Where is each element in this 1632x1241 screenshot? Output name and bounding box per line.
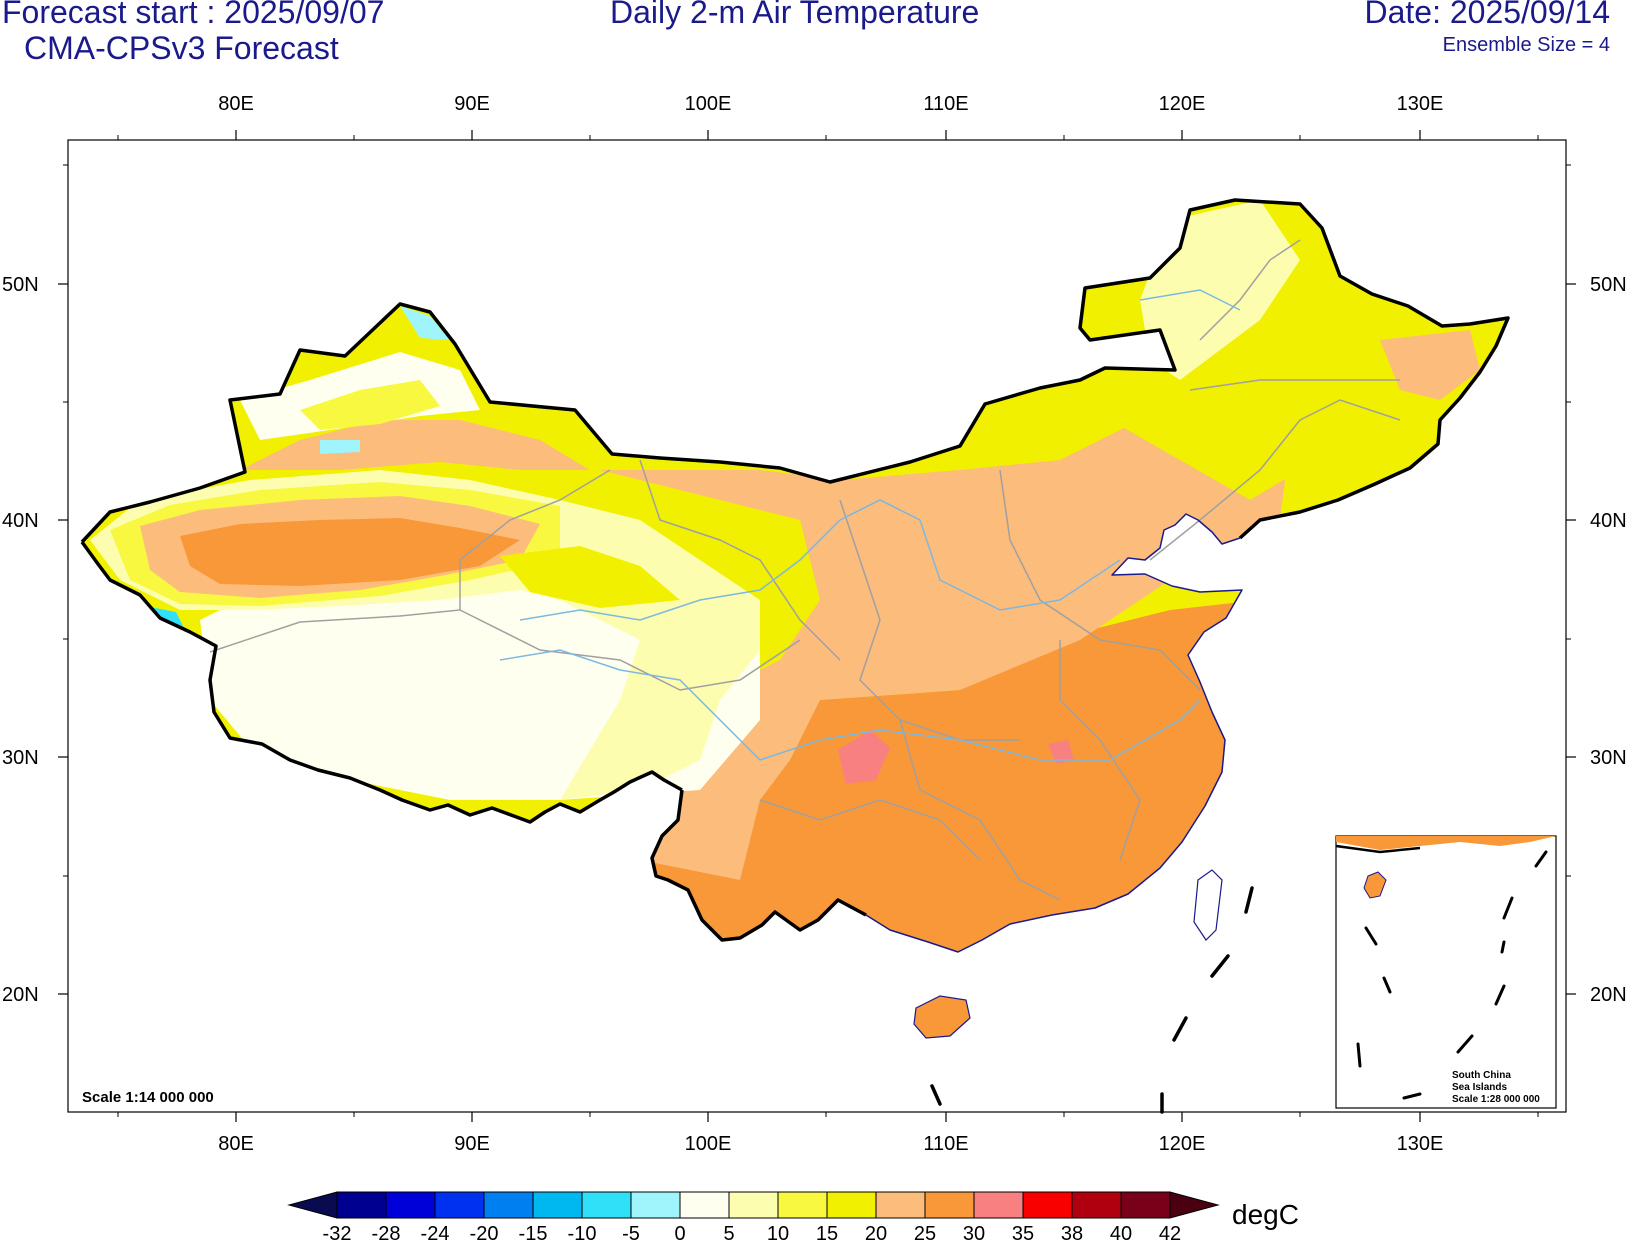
colorbar: -32 -28 -24 -20 -15 -10 -5 0 5 10 15 20 25 30 35 38 40 42 [287, 1191, 1220, 1241]
colorbar-label: -32 [323, 1223, 352, 1241]
lon-label-top: 100E [685, 93, 732, 115]
model-label: CMA-CPSv3 Forecast [24, 30, 339, 66]
colorbar-label: -28 [372, 1223, 401, 1241]
map-frame [67, 139, 1567, 1113]
colorbar-label: 15 [816, 1223, 838, 1241]
colorbar-swatch [679, 1191, 730, 1219]
colorbar-swatch [532, 1191, 583, 1219]
coastline [865, 513, 1243, 953]
inset-scale: Scale 1:28 000 000 [1452, 1094, 1540, 1105]
colorbar-label: 42 [1159, 1223, 1181, 1241]
colorbar-label: -5 [622, 1223, 640, 1241]
colorbar-label: 20 [865, 1223, 887, 1241]
national-boundary-south [650, 789, 867, 942]
ensemble-size-label: Ensemble Size = 4 [1442, 34, 1610, 56]
colorbar-label: -24 [421, 1223, 450, 1241]
colorbar-over-triangle [1169, 1191, 1220, 1219]
colorbar-label: 0 [674, 1223, 685, 1241]
rivers [499, 289, 1241, 761]
axis-ticks [58, 130, 1576, 1122]
lat-label-right: 30N [1590, 747, 1627, 769]
colorbar-swatch [728, 1191, 779, 1219]
colorbar-under-triangle [287, 1191, 338, 1219]
lon-label-top: 110E [923, 93, 968, 115]
lat-label-right: 40N [1590, 510, 1627, 532]
nine-dash-line [930, 886, 1254, 1114]
colorbar-swatch [875, 1191, 926, 1219]
lon-label-top: 130E [1397, 93, 1444, 115]
colorbar-label: 40 [1110, 1223, 1132, 1241]
national-boundary-north [80, 198, 1510, 544]
taiwan-outline [1193, 869, 1223, 941]
colorbar-swatch [336, 1191, 387, 1219]
lon-label-bottom: 120E [1159, 1133, 1206, 1155]
colorbar-label: -20 [470, 1223, 499, 1241]
colorbar-label: 5 [723, 1223, 734, 1241]
colorbar-swatch [434, 1191, 485, 1219]
colorbar-swatch [630, 1191, 681, 1219]
axis-labels: 80E 80E 90E 90E 100E 100E 110E 110E 120E 120E 130E… [2, 93, 1627, 1155]
inset-title-line1: South China [1452, 1070, 1511, 1081]
temperature-field [82, 200, 1508, 952]
colorbar-label: 30 [963, 1223, 985, 1241]
colorbar-swatch [973, 1191, 1024, 1219]
lon-label-bottom: 80E [218, 1133, 254, 1155]
lat-label-right: 20N [1590, 984, 1627, 1006]
national-boundary-southwest [80, 540, 683, 824]
colorbar-swatch [924, 1191, 975, 1219]
map-title: Daily 2-m Air Temperature [610, 0, 980, 30]
lat-label-left: 50N [2, 274, 39, 296]
lon-label-top: 120E [1159, 93, 1206, 115]
hainan-island [913, 995, 971, 1039]
valid-date-label: Date: 2025/09/14 [1364, 0, 1610, 30]
colorbar-swatch [385, 1191, 436, 1219]
inset-title-line2: Sea Islands [1452, 1082, 1507, 1093]
colorbar-swatch [777, 1191, 828, 1219]
lon-label-top: 90E [454, 93, 490, 115]
colorbar-label: 38 [1061, 1223, 1083, 1241]
lon-label-bottom: 100E [685, 1133, 732, 1155]
colorbar-label: 10 [767, 1223, 789, 1241]
colorbar-swatch [483, 1191, 534, 1219]
lat-label-left: 40N [2, 510, 39, 532]
lat-label-left: 20N [2, 984, 39, 1006]
lon-label-bottom: 90E [454, 1133, 490, 1155]
colorbar-label: -10 [568, 1223, 597, 1241]
colorbar-unit: degC [1232, 1199, 1299, 1230]
colorbar-swatch [1120, 1191, 1171, 1219]
colorbar-label: 25 [914, 1223, 936, 1241]
lat-label-left: 30N [2, 747, 39, 769]
forecast-start-label: Forecast start : 2025/09/07 [2, 0, 385, 30]
lon-label-bottom: 110E [923, 1133, 968, 1155]
colorbar-swatch [1071, 1191, 1122, 1219]
colorbar-label: -15 [519, 1223, 548, 1241]
colorbar-swatch [1022, 1191, 1073, 1219]
lon-label-bottom: 130E [1397, 1133, 1444, 1155]
colorbar-label: 35 [1012, 1223, 1034, 1241]
colorbar-swatch [581, 1191, 632, 1219]
south-china-sea-inset: South China Sea Islands Scale 1:28 000 0… [1335, 835, 1557, 1109]
lon-label-top: 80E [218, 93, 254, 115]
lat-label-right: 50N [1590, 274, 1627, 296]
main-map-scale: Scale 1:14 000 000 [82, 1089, 214, 1106]
colorbar-swatch [826, 1191, 877, 1219]
